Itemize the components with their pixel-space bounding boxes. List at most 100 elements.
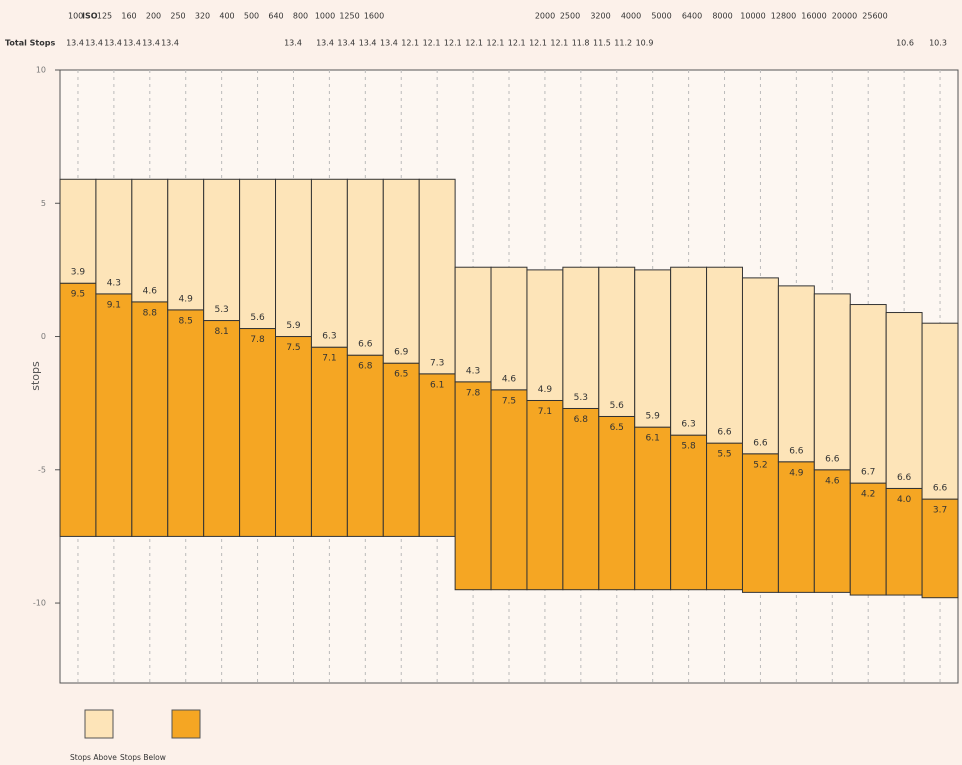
data-label: 5.3 (574, 393, 588, 403)
bar-above (382, 178, 420, 364)
iso-value: 125 (97, 12, 112, 21)
data-label: 4.6 (502, 374, 517, 384)
bar-above (131, 178, 169, 303)
bar-above (526, 269, 564, 401)
data-label: 9.5 (71, 290, 85, 300)
total-value: 13.4 (337, 39, 355, 48)
bar-above (454, 266, 492, 383)
bar-below (813, 469, 851, 593)
iso-value: 10000 (740, 12, 765, 21)
data-label: 6.8 (574, 415, 589, 425)
bar-above (562, 266, 600, 409)
data-label: 6.3 (681, 420, 695, 430)
total-value: 13.4 (284, 39, 302, 48)
iso-value: 1250 (339, 12, 359, 21)
total-value: 11.2 (614, 39, 632, 48)
total-value: 13.4 (359, 39, 377, 48)
iso-value: 5000 (651, 12, 671, 21)
bar-above (598, 266, 636, 417)
bar-below (203, 320, 241, 537)
bar-above (849, 304, 887, 484)
total-value: 12.1 (465, 39, 483, 48)
iso-value: 320 (195, 12, 210, 21)
data-label: 5.3 (214, 305, 228, 315)
data-label: 6.8 (358, 362, 373, 372)
iso-value: 6400 (682, 12, 702, 21)
data-label: 5.9 (646, 412, 661, 422)
bar-above (275, 178, 312, 338)
bar-above (921, 322, 959, 500)
total-value: 12.1 (444, 39, 462, 48)
iso-value: 200 (146, 12, 161, 21)
y-tick-label: -10 (33, 599, 46, 608)
bar-below (634, 426, 672, 591)
data-label: 4.6 (825, 476, 840, 486)
data-label: 5.2 (753, 460, 767, 470)
bar-below (310, 346, 348, 537)
bar-below (526, 399, 564, 591)
bar-above (418, 178, 456, 375)
total-value: 11.8 (572, 39, 590, 48)
bar-above (59, 178, 97, 284)
y-axis-label: stops (29, 361, 42, 391)
iso-label: ISO (82, 12, 98, 21)
data-label: 4.9 (789, 468, 804, 478)
bar-above (741, 277, 779, 455)
bar-below (131, 301, 169, 537)
data-label: 3.9 (71, 268, 86, 278)
bar-above (777, 285, 815, 463)
total-value: 10.6 (896, 39, 914, 48)
data-label: 4.2 (861, 490, 875, 500)
iso-value: 12800 (771, 12, 796, 21)
total-value: 12.1 (529, 39, 547, 48)
total-value: 13.4 (123, 39, 141, 48)
total-value: 13.4 (316, 39, 334, 48)
data-label: 4.6 (143, 286, 158, 296)
legend-swatch (171, 709, 201, 739)
total-value: 13.4 (142, 39, 160, 48)
iso-value: 2000 (535, 12, 555, 21)
iso-value: 160 (121, 12, 136, 21)
iso-value: 2500 (560, 12, 580, 21)
bar-below (167, 309, 205, 537)
data-label: 6.5 (610, 423, 624, 433)
data-label: 7.5 (502, 396, 516, 406)
bar-above (95, 178, 133, 295)
bar-above (346, 178, 384, 356)
data-label: 9.1 (107, 300, 121, 310)
iso-value: 250 (170, 12, 185, 21)
data-label: 3.7 (933, 506, 947, 516)
bar-below (706, 442, 743, 591)
data-label: 5.6 (250, 313, 265, 323)
data-label: 7.1 (322, 354, 336, 364)
bar-below (95, 293, 133, 537)
total-value: 12.1 (401, 39, 419, 48)
total-value: 10.3 (929, 39, 947, 48)
bar-below (741, 453, 779, 593)
data-label: 6.9 (394, 348, 409, 358)
y-tick-label: 0 (41, 332, 46, 341)
iso-value: 400 (219, 12, 234, 21)
total-value: 12.1 (486, 39, 504, 48)
iso-value: 1000 (315, 12, 335, 21)
total-value: 13.4 (161, 39, 179, 48)
data-label: 5.9 (286, 321, 301, 331)
data-label: 7.3 (430, 358, 444, 368)
data-label: 7.8 (466, 388, 481, 398)
iso-value: 640 (268, 12, 283, 21)
bar-below (454, 381, 492, 591)
data-label: 6.1 (646, 434, 660, 444)
data-label: 4.3 (466, 366, 480, 376)
data-label: 8.1 (214, 327, 228, 337)
bar-above (706, 266, 743, 444)
data-label: 6.6 (789, 446, 804, 456)
total-value: 13.4 (66, 39, 84, 48)
data-label: 5.8 (681, 442, 696, 452)
total-value: 13.4 (104, 39, 122, 48)
data-label: 7.8 (250, 335, 265, 345)
data-label: 5.5 (717, 450, 731, 460)
iso-value: 25600 (862, 12, 887, 21)
data-label: 4.9 (179, 294, 194, 304)
bar-above (813, 293, 851, 471)
